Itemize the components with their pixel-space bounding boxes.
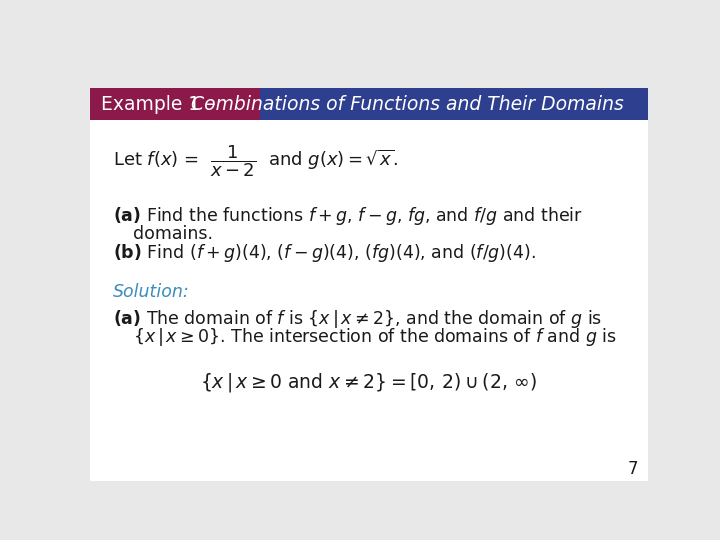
Bar bbox=[90, 65, 648, 88]
Text: Combinations of Functions and Their Domains: Combinations of Functions and Their Doma… bbox=[191, 94, 624, 113]
Bar bbox=[260, 88, 648, 120]
Text: Solution:: Solution: bbox=[113, 283, 190, 301]
Text: $\{x\,|\,x \geq 0$ and $x \neq 2\} = [0,\, 2) \cup (2,\,\infty)$: $\{x\,|\,x \geq 0$ and $x \neq 2\} = [0,… bbox=[200, 370, 538, 394]
Text: $\{x\,|\,x \geq 0\}$. The intersection of the domains of $f$ and $g$ is: $\{x\,|\,x \geq 0\}$. The intersection o… bbox=[133, 326, 617, 348]
Text: Example 1 –: Example 1 – bbox=[101, 94, 221, 113]
Bar bbox=[90, 120, 648, 481]
Bar bbox=[90, 88, 260, 120]
Text: $\mathbf{(a)}$ Find the functions $f + g$, $f - g$, $fg$, and $f/g$ and their: $\mathbf{(a)}$ Find the functions $f + g… bbox=[113, 206, 583, 227]
Text: Let $f(x)$ =  $\dfrac{1}{x-2}$  and $g(x) = \sqrt{x}.$: Let $f(x)$ = $\dfrac{1}{x-2}$ and $g(x) … bbox=[113, 143, 398, 179]
Text: $\mathbf{(a)}$ The domain of $f$ is $\{x\,|\,x \neq 2\}$, and the domain of $g$ : $\mathbf{(a)}$ The domain of $f$ is $\{x… bbox=[113, 308, 603, 330]
Text: domains.: domains. bbox=[133, 225, 213, 243]
Text: 7: 7 bbox=[627, 460, 638, 478]
Text: $\mathbf{(b)}$ Find $(f + g)(4)$, $(f - g)(4)$, $(fg)(4)$, and $(f/g)(4)$.: $\mathbf{(b)}$ Find $(f + g)(4)$, $(f - … bbox=[113, 242, 536, 265]
